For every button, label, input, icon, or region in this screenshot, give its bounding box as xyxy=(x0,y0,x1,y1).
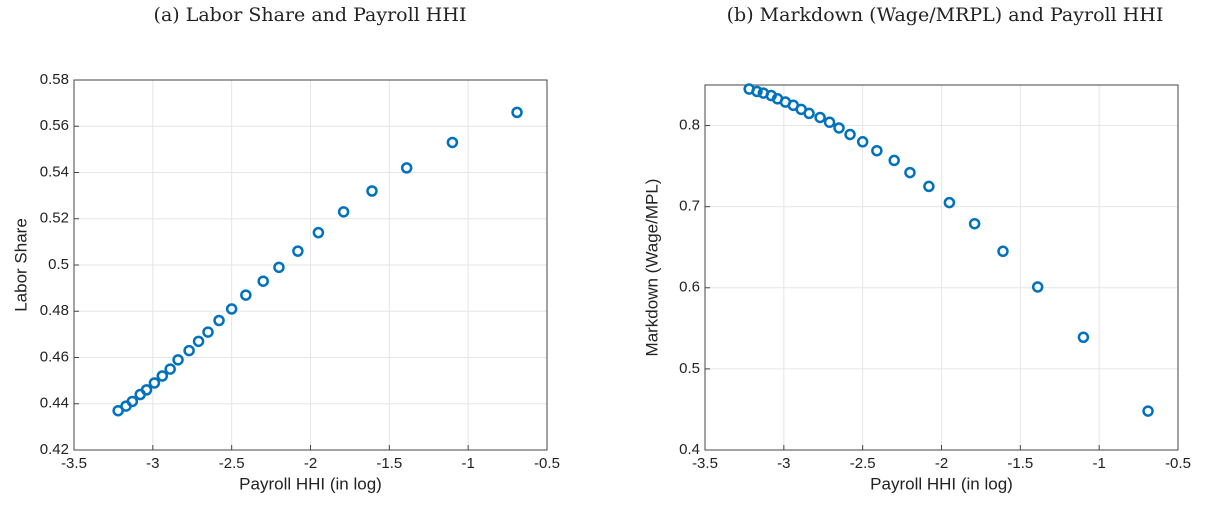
chart-title: (b) Markdown (Wage/MRPL) and Payroll HHI xyxy=(727,4,1164,26)
x-tick-label: -0.5 xyxy=(534,455,560,472)
marker xyxy=(923,180,935,193)
marker xyxy=(1142,405,1154,417)
marker xyxy=(751,85,763,98)
y-tick-label: 0.5 xyxy=(48,256,69,273)
plot-frame xyxy=(704,84,1179,451)
marker xyxy=(312,226,325,239)
x-tick-label: -0.5 xyxy=(1165,455,1191,472)
marker xyxy=(126,395,139,408)
marker xyxy=(140,384,153,396)
marker xyxy=(164,363,176,375)
marker xyxy=(292,245,304,257)
marker xyxy=(257,275,269,287)
marker xyxy=(156,370,169,382)
marker xyxy=(1031,281,1044,293)
x-tick-label: -3 xyxy=(777,455,790,472)
x-tick-label: -2 xyxy=(304,455,317,472)
y-tick-label: 0.54 xyxy=(40,163,69,180)
y-tick-label: 0.48 xyxy=(40,302,69,319)
x-axis-label: Payroll HHI (in log) xyxy=(239,474,382,493)
y-tick-label: 0.52 xyxy=(40,210,69,227)
marker xyxy=(871,144,883,157)
marker xyxy=(823,116,836,129)
marker xyxy=(225,303,238,315)
marker xyxy=(273,261,285,274)
x-tick-label: -1.5 xyxy=(376,455,402,472)
marker xyxy=(1077,331,1090,344)
y-tick-label: 0.7 xyxy=(679,198,700,215)
marker xyxy=(968,217,981,230)
x-tick-label: -1 xyxy=(461,455,474,472)
y-tick-label: 0.6 xyxy=(679,279,700,296)
marker xyxy=(366,185,378,197)
marker xyxy=(213,314,225,327)
marker xyxy=(337,206,350,218)
marker xyxy=(814,111,826,124)
marker xyxy=(202,326,214,338)
marker xyxy=(888,154,900,167)
x-tick-label: -2.5 xyxy=(850,455,876,472)
x-tick-label: -2 xyxy=(935,455,948,472)
marker xyxy=(943,196,956,209)
chart-title: (a) Labor Share and Payroll HHI xyxy=(154,4,467,26)
x-tick-label: -1.5 xyxy=(1007,455,1033,472)
y-tick-label: 0.8 xyxy=(679,117,700,134)
marker xyxy=(400,162,413,174)
marker xyxy=(446,136,459,149)
y-axis-label: Markdown (Wage/MPL) xyxy=(642,179,661,357)
x-axis-label: Payroll HHI (in log) xyxy=(870,474,1013,493)
x-tick-label: -3.5 xyxy=(61,455,87,472)
marker xyxy=(844,128,856,141)
marker xyxy=(172,354,184,366)
y-tick-label: 0.42 xyxy=(40,441,69,458)
y-tick-label: 0.4 xyxy=(679,441,700,458)
x-tick-label: -3.5 xyxy=(692,455,718,472)
y-axis-label: Labor Share xyxy=(11,218,30,312)
marker xyxy=(511,106,523,119)
marker xyxy=(240,289,252,301)
y-tick-label: 0.56 xyxy=(40,117,69,134)
y-tick-label: 0.46 xyxy=(40,348,69,365)
y-tick-label: 0.5 xyxy=(679,360,700,377)
marker xyxy=(148,377,161,389)
marker xyxy=(904,166,916,179)
marker xyxy=(997,245,1009,258)
x-tick-label: -1 xyxy=(1092,455,1105,472)
x-tick-label: -2.5 xyxy=(219,455,245,472)
x-tick-label: -3 xyxy=(146,455,159,472)
marker xyxy=(856,136,869,148)
plot-frame xyxy=(73,79,548,451)
marker xyxy=(803,107,815,120)
marker xyxy=(833,122,845,134)
y-tick-label: 0.58 xyxy=(40,71,69,88)
marker xyxy=(192,335,205,348)
marker xyxy=(183,344,195,357)
y-tick-label: 0.44 xyxy=(40,395,69,412)
